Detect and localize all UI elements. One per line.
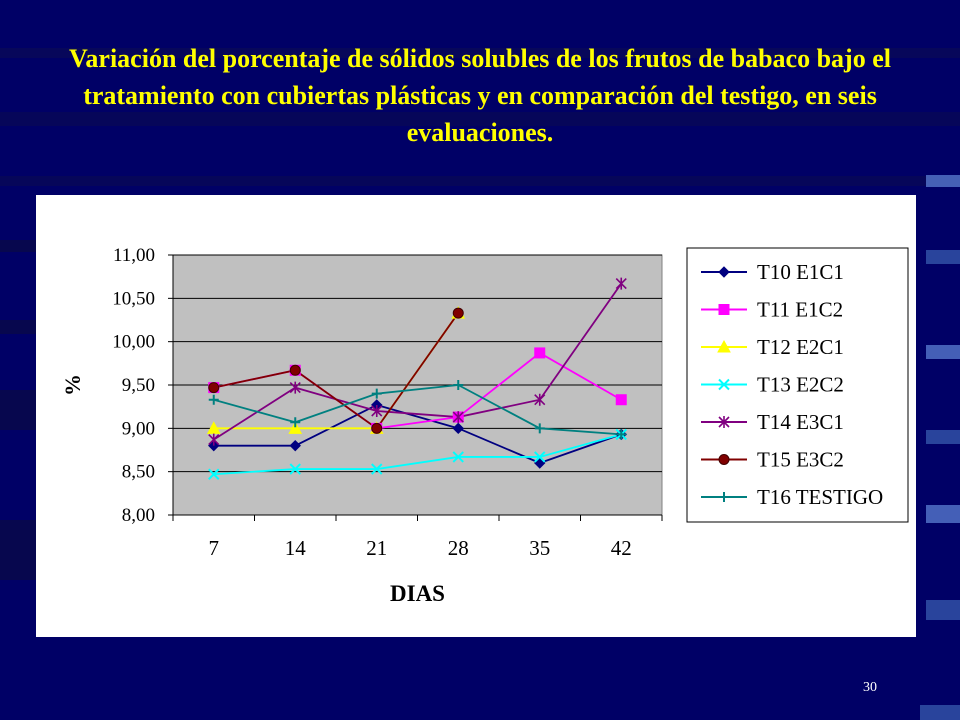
- data-point-series-2: [534, 347, 546, 359]
- line-chart: 8,00 8,50 9,00 9,50 10,00 10,50 11,00 7 14 21 28 35…: [60, 245, 909, 606]
- data-point-series-5: [289, 381, 301, 394]
- data-point-series-6: [371, 422, 383, 434]
- series-line-5: [213, 283, 622, 441]
- data-point-series-1: [289, 439, 301, 452]
- slide-title: Variación del porcentaje de sólidos solu…: [69, 44, 891, 147]
- data-point-series-3: [288, 421, 303, 434]
- chart-area: 8,00 8,50 9,00 9,50 10,00 10,50 11,00 7 14 21 28 35…: [36, 195, 916, 637]
- legend-entry: T15 E3C2: [757, 448, 844, 472]
- data-point-series-7: [208, 394, 219, 405]
- series-line-4: [213, 433, 622, 476]
- legend-marker: [718, 378, 730, 391]
- y-tick-label: 9,50: [122, 375, 155, 396]
- legend-marker: [719, 492, 729, 502]
- data-point-series-7: [371, 388, 382, 399]
- data-point-series-1: [452, 422, 464, 435]
- data-point-series-7: [616, 429, 627, 440]
- data-point-series-4: [289, 463, 301, 475]
- x-tick-label: 14: [285, 536, 307, 560]
- y-tick-label: 10,00: [112, 332, 155, 353]
- data-point-series-4: [452, 451, 464, 463]
- data-point-series-7: [290, 417, 301, 428]
- legend-entry: T10 E1C1: [757, 260, 844, 284]
- y-axis-label: %: [60, 374, 85, 396]
- legend-marker: [718, 454, 730, 465]
- data-point-series-5: [615, 277, 627, 290]
- y-tick-label: 11,00: [113, 245, 155, 266]
- legend-marker: [718, 266, 730, 278]
- data-point-series-5: [452, 411, 464, 424]
- series-line-1: [213, 403, 622, 464]
- x-tick-label: 21: [366, 536, 387, 560]
- data-point-series-7: [534, 423, 545, 434]
- x-tick-label: 42: [611, 536, 632, 560]
- y-tick-label: 8,00: [122, 505, 155, 526]
- legend-entry: T16 TESTIGO: [757, 485, 883, 509]
- data-point-series-5: [371, 405, 383, 417]
- data-point-series-6: [289, 364, 301, 376]
- legend-marker: [717, 339, 731, 353]
- page-number: 30: [863, 680, 877, 695]
- x-axis-label: DIAS: [390, 581, 445, 606]
- data-point-series-6: [208, 382, 220, 394]
- x-tick-label: 28: [448, 536, 469, 560]
- data-point-series-6: [452, 307, 464, 319]
- data-point-series-7: [453, 380, 464, 390]
- data-point-series-4: [534, 451, 546, 463]
- series-line-7: [213, 384, 622, 436]
- data-point-series-4: [371, 463, 383, 475]
- data-point-series-3: [206, 421, 221, 434]
- y-tick-label: 9,00: [122, 418, 155, 439]
- y-tick-label: 10,50: [112, 288, 155, 309]
- legend-entry: T12 E2C1: [757, 335, 844, 359]
- legend-marker: [718, 304, 730, 315]
- data-point-series-5: [534, 393, 546, 406]
- x-tick-label: 7: [209, 536, 220, 560]
- legend-entry: T13 E2C2: [757, 373, 844, 397]
- legend-marker: [718, 416, 730, 428]
- legend-entry: T14 E3C1: [757, 410, 844, 434]
- data-point-series-2: [615, 394, 627, 406]
- legend-entry: T11 E1C2: [757, 298, 843, 322]
- data-point-series-4: [208, 468, 220, 480]
- x-tick-label: 35: [529, 536, 550, 560]
- y-tick-label: 8,50: [122, 462, 155, 483]
- series-line-6: [213, 312, 459, 430]
- data-point-series-5: [208, 433, 220, 446]
